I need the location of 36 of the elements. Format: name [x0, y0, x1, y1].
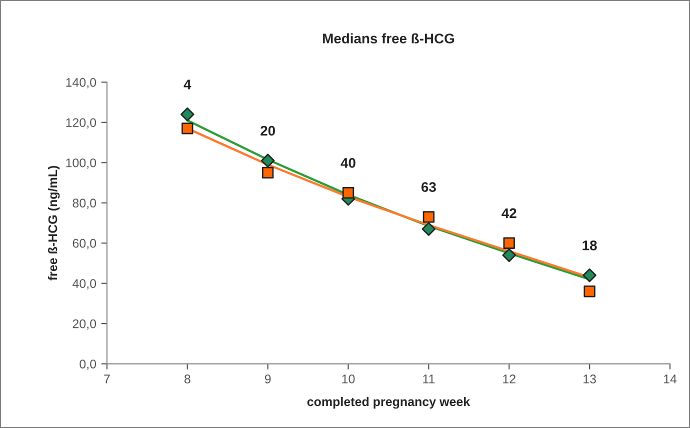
annotation: 20: [260, 126, 275, 136]
point: [342, 186, 354, 199]
annotation: 18: [582, 240, 597, 250]
y-tick-label: 100,0: [66, 158, 96, 169]
chart-title: Medians free ß-HCG: [323, 33, 454, 44]
x-tick-label: 9: [264, 374, 271, 384]
point: [182, 122, 194, 134]
y-tick-label: 80,0: [72, 198, 96, 209]
point: [180, 107, 194, 122]
point: [582, 268, 596, 282]
point: [584, 286, 596, 298]
y-tick-label: 0,0: [80, 360, 96, 370]
y-tick-label: 140,0: [66, 78, 96, 88]
x-tick-label: 12: [503, 374, 516, 384]
x-tick-label: 7: [104, 374, 110, 384]
y-tick-label: 120,0: [66, 118, 96, 129]
annotation: 63: [421, 182, 436, 192]
x-tick-label: 14: [664, 374, 677, 384]
point: [262, 166, 274, 179]
point: [502, 248, 516, 262]
point: [503, 237, 515, 249]
y-tick-label: 20,0: [72, 319, 96, 330]
point: [422, 222, 436, 236]
point: [260, 154, 275, 168]
y-axis-title: free ß-HCG (ng/mL): [48, 166, 60, 280]
annotation: 42: [502, 208, 516, 218]
x-axis-title: completed pregnancy week: [307, 396, 470, 409]
annotation: 40: [340, 158, 356, 168]
annotation: 4: [184, 80, 192, 90]
y-tick-label: 60,0: [72, 238, 96, 250]
x-tick-label: 10: [342, 374, 355, 384]
point: [422, 211, 435, 223]
x-tick-label: 13: [584, 374, 596, 384]
y-tick-label: 40,0: [72, 279, 96, 290]
x-tick-label: 11: [423, 374, 435, 384]
x-tick-label: 8: [184, 374, 190, 384]
